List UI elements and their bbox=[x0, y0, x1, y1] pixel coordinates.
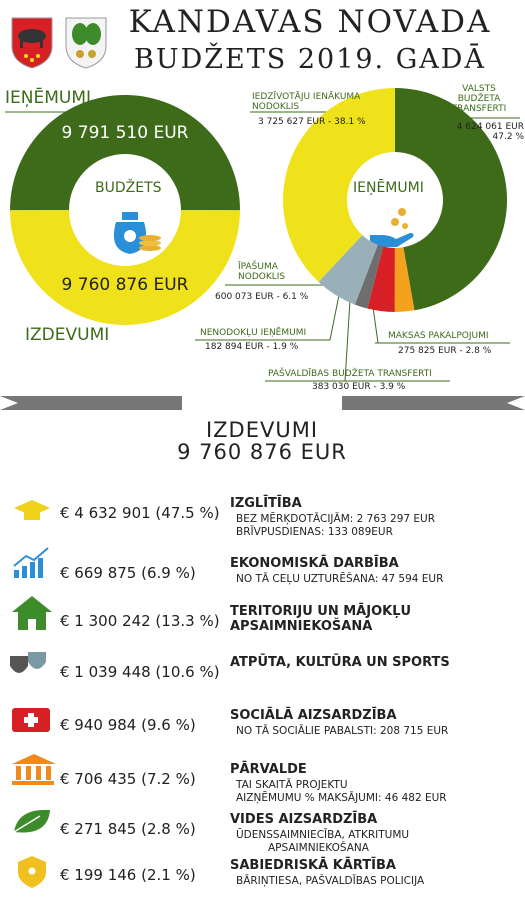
category-label: PAŠVALDĪBAS BUDŽETA TRANSFERTI bbox=[268, 369, 432, 379]
expense-name: IZGLĪTĪBA bbox=[230, 496, 302, 511]
value-label: 275 825 EUR - 2.8 % bbox=[398, 346, 492, 356]
expense-detail: ŪDENSSAIMNIECĪBA, ATKRITUMU bbox=[236, 829, 410, 841]
expense-detail: NO TĀ SOCIĀLIE PABALSTI: 208 715 EUR bbox=[236, 725, 449, 737]
expense-name: VIDES AIZSARDZĪBA bbox=[230, 812, 378, 827]
expense-detail: NO TĀ CEĻU UZTURĒŠANA: 47 594 EUR bbox=[236, 573, 444, 585]
series-name: IEŅĒMUMI bbox=[5, 88, 92, 108]
expense-amount: € 4 632 901 (47.5 %) bbox=[60, 504, 220, 522]
expense-detail: BRĪVPUSDIENAS: 133 089EUR bbox=[236, 526, 393, 538]
first-aid-icon bbox=[12, 708, 50, 732]
expense-amount: € 940 984 (9.6 %) bbox=[60, 716, 196, 734]
money-bag-icon bbox=[113, 212, 161, 254]
expense-name: EKONOMISKĀ DARBĪBA bbox=[230, 556, 399, 571]
expense-amount: € 669 875 (6.9 %) bbox=[60, 564, 196, 582]
expense-amount: € 1 039 448 (10.6 %) bbox=[60, 663, 220, 681]
donut-segment bbox=[318, 235, 378, 305]
badge-icon bbox=[18, 856, 46, 888]
center-label: BUDŽETS bbox=[95, 180, 162, 196]
center-label: IEŅĒMUMI bbox=[353, 180, 424, 196]
banner-box bbox=[182, 392, 342, 462]
value-label: 9 760 876 EUR bbox=[61, 275, 189, 295]
building-icon bbox=[12, 754, 56, 785]
expense-detail: BĀRIŅTIESA, PAŠVALDĪBAS POLICIJA bbox=[236, 875, 425, 887]
donut-segment bbox=[394, 247, 415, 312]
expense-name: ATPŪTA, KULTŪRA UN SPORTS bbox=[230, 655, 450, 670]
value-label: 9 791 510 EUR bbox=[61, 123, 189, 143]
spacer bbox=[0, 360, 1, 361]
hand-coins-icon bbox=[370, 208, 414, 247]
value-label: 4 624 061 EUR 47.2 % bbox=[456, 122, 524, 142]
chart-icon bbox=[13, 547, 49, 578]
donut-segment bbox=[9, 94, 241, 211]
category-label: ĪPAŠUMA NODOKLIS bbox=[238, 262, 286, 282]
graduation-icon bbox=[14, 500, 50, 520]
title-line-2: BUDŽETS 2019. GADĀ bbox=[134, 44, 486, 75]
value-label: 3 725 627 EUR - 38.1 % bbox=[258, 117, 366, 127]
value-label: 383 030 EUR - 3.9 % bbox=[312, 382, 406, 392]
coat-of-arms-2 bbox=[65, 17, 107, 69]
value-label: 600 073 EUR - 6.1 % bbox=[215, 292, 309, 302]
title-line-1: KANDAVAS NOVADA bbox=[128, 4, 492, 40]
donut-segment bbox=[354, 244, 384, 309]
category-label: IEDZĪVOTĀJU IENĀKUMA NODOKLIS bbox=[252, 92, 361, 112]
donut-segment bbox=[367, 246, 395, 312]
category-label: VALSTS BUDŽETA TRANSFERTI bbox=[451, 84, 507, 114]
leader bbox=[344, 299, 351, 382]
expense-name: PĀRVALDE bbox=[230, 762, 307, 777]
category-label: NENODOKĻU IEŅĒMUMI bbox=[200, 328, 307, 338]
expense-amount: € 271 845 (2.8 %) bbox=[60, 820, 196, 838]
value-label: 182 894 EUR - 1.9 % bbox=[205, 342, 299, 352]
section-title: IZDEVUMI bbox=[205, 418, 319, 442]
expense-name: SABIEDRISKĀ KĀRTĪBA bbox=[230, 858, 396, 873]
banner-notch bbox=[507, 396, 525, 410]
expense-amount: € 199 146 (2.1 %) bbox=[60, 866, 196, 884]
donut-segment bbox=[10, 210, 240, 325]
series-name: IZDEVUMI bbox=[25, 325, 110, 345]
masks-icon bbox=[10, 652, 46, 673]
expense-detail: APSAIMNIEKOŠANA bbox=[268, 842, 369, 854]
expense-amount: € 1 300 242 (13.3 %) bbox=[60, 612, 220, 630]
expense-amount: € 706 435 (7.2 %) bbox=[60, 770, 196, 788]
leader bbox=[329, 289, 341, 341]
coat-of-arms-1 bbox=[11, 17, 53, 69]
expense-name: SOCIĀLĀ AIZSARDZĪBA bbox=[230, 708, 397, 723]
expense-name: TERITORIJU UN MĀJOKĻU APSAIMNIEKOŠANA bbox=[230, 604, 412, 634]
banner-notch bbox=[0, 396, 18, 410]
expense-detail: AIZŅĒMUMU % MAKSĀJUMI: 46 482 EUR bbox=[236, 792, 447, 804]
leaf-icon bbox=[13, 809, 50, 833]
section-total: 9 760 876 EUR bbox=[177, 440, 347, 464]
expense-detail: TAI SKAITĀ PROJEKTU bbox=[236, 779, 348, 791]
expense-detail: BEZ MĒRĶDOTĀCIJĀM: 2 763 297 EUR bbox=[236, 513, 436, 525]
donut-segment bbox=[395, 88, 508, 311]
category-label: MAKSAS PAKALPOJUMI bbox=[388, 331, 489, 341]
donut-segment bbox=[282, 88, 395, 282]
house-icon bbox=[12, 596, 52, 630]
